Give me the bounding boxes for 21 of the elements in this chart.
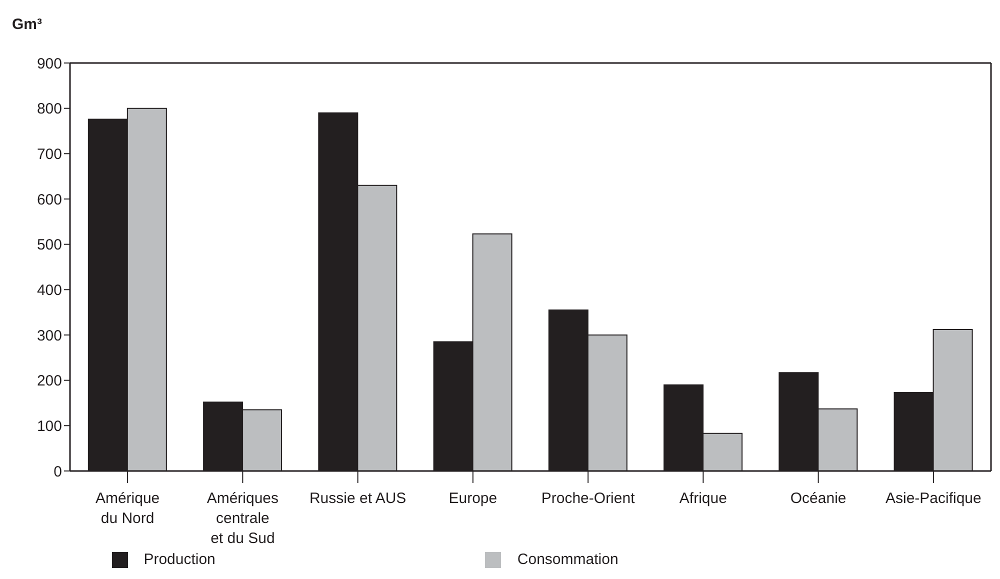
x-tick-label: Proche-Orient bbox=[541, 490, 636, 507]
x-tick-label: Océanie bbox=[790, 490, 846, 507]
y-tick-label: 200 bbox=[36, 372, 62, 390]
x-tick-label: Amérique du Nord bbox=[95, 490, 160, 527]
x-tick-label: Afrique bbox=[679, 490, 727, 507]
y-tick-label: 600 bbox=[36, 191, 62, 208]
y-tick-label: 400 bbox=[36, 282, 62, 299]
y-tick-label: 900 bbox=[36, 55, 62, 72]
y-tick-label: 700 bbox=[36, 146, 62, 163]
x-tick-label: Asie-Pacifique bbox=[885, 490, 982, 507]
y-axis-title: Gm³ bbox=[12, 16, 42, 33]
y-tick-label: 800 bbox=[36, 100, 62, 118]
y-tick-label: 0 bbox=[54, 463, 62, 480]
y-tick-label: 500 bbox=[36, 236, 62, 254]
x-tick-label: Europe bbox=[448, 490, 498, 507]
legend-label: Production bbox=[144, 550, 216, 568]
x-tick-label: Russie et AUS bbox=[309, 490, 406, 507]
y-tick-label: 300 bbox=[36, 327, 62, 344]
legend-label: Consommation bbox=[517, 550, 618, 568]
x-tick-label: Amériques centrale et du Sud bbox=[206, 490, 279, 547]
y-tick-label: 100 bbox=[36, 418, 62, 435]
